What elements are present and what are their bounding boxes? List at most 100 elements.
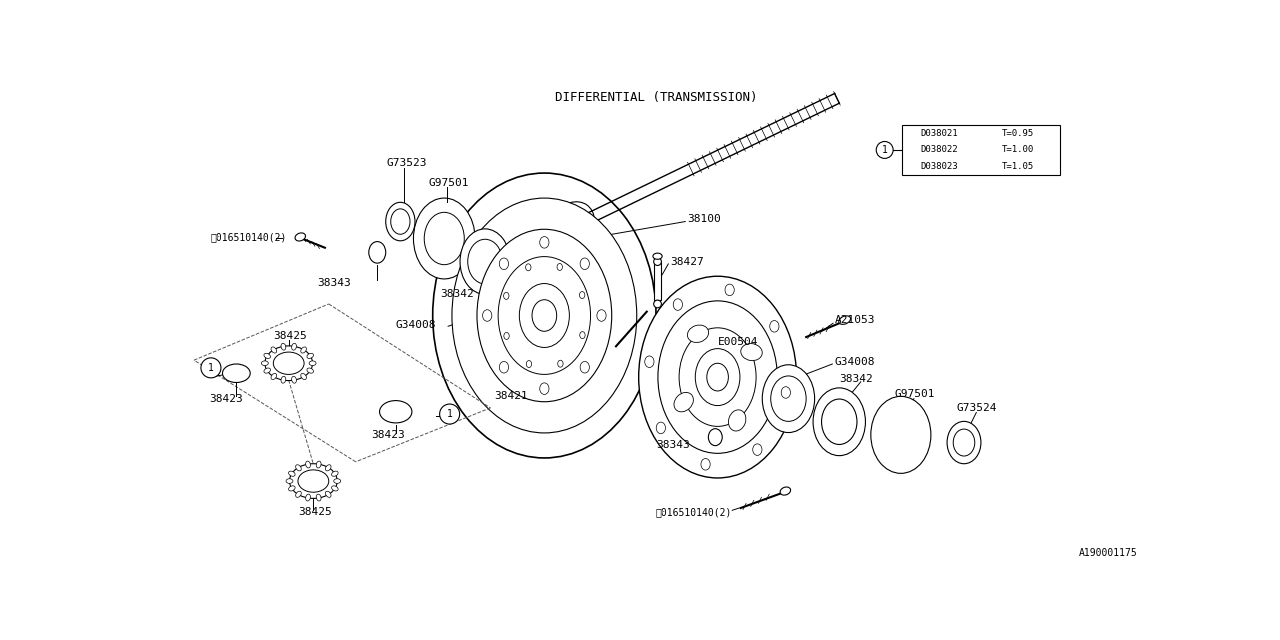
- Ellipse shape: [532, 300, 557, 332]
- Text: 38100: 38100: [687, 214, 721, 224]
- Circle shape: [201, 358, 221, 378]
- Text: 38427: 38427: [669, 257, 704, 267]
- Ellipse shape: [332, 471, 338, 476]
- Ellipse shape: [504, 333, 509, 339]
- Ellipse shape: [390, 209, 410, 234]
- Ellipse shape: [701, 458, 710, 470]
- Ellipse shape: [307, 353, 314, 358]
- Ellipse shape: [477, 229, 612, 402]
- Text: 38425: 38425: [298, 507, 332, 517]
- Ellipse shape: [763, 365, 814, 433]
- Ellipse shape: [306, 461, 311, 468]
- Ellipse shape: [596, 310, 607, 321]
- Ellipse shape: [223, 364, 250, 383]
- Ellipse shape: [870, 396, 931, 474]
- Ellipse shape: [580, 362, 589, 373]
- Ellipse shape: [947, 421, 980, 464]
- Ellipse shape: [296, 492, 301, 497]
- Bar: [902, 125, 1060, 175]
- Ellipse shape: [680, 328, 756, 426]
- Ellipse shape: [526, 264, 531, 271]
- Ellipse shape: [282, 376, 285, 383]
- Text: 38423: 38423: [210, 394, 243, 404]
- Ellipse shape: [580, 292, 585, 298]
- Ellipse shape: [285, 479, 293, 483]
- Text: 1: 1: [882, 145, 887, 155]
- Text: T=0.95: T=0.95: [1002, 129, 1034, 138]
- Ellipse shape: [781, 387, 791, 398]
- Ellipse shape: [580, 332, 585, 339]
- Ellipse shape: [499, 258, 508, 269]
- Ellipse shape: [288, 471, 296, 476]
- Ellipse shape: [540, 237, 549, 248]
- Ellipse shape: [265, 346, 312, 381]
- Ellipse shape: [452, 198, 636, 433]
- Ellipse shape: [261, 361, 269, 365]
- Ellipse shape: [288, 486, 296, 491]
- Text: 38423: 38423: [371, 430, 404, 440]
- Ellipse shape: [708, 429, 722, 445]
- Ellipse shape: [433, 173, 657, 458]
- Ellipse shape: [728, 410, 746, 431]
- Ellipse shape: [771, 376, 806, 421]
- Text: G97501: G97501: [895, 389, 936, 399]
- Ellipse shape: [308, 361, 316, 365]
- Ellipse shape: [325, 492, 332, 497]
- Ellipse shape: [558, 360, 563, 367]
- Ellipse shape: [271, 347, 276, 353]
- Ellipse shape: [332, 486, 338, 491]
- Ellipse shape: [385, 202, 415, 241]
- Ellipse shape: [639, 276, 796, 478]
- Circle shape: [654, 258, 662, 266]
- Circle shape: [654, 300, 662, 308]
- Ellipse shape: [557, 264, 562, 271]
- Ellipse shape: [467, 239, 502, 284]
- Ellipse shape: [695, 349, 740, 406]
- Ellipse shape: [316, 461, 321, 468]
- Text: 1: 1: [209, 363, 214, 373]
- Text: Ⓑ016510140(2): Ⓑ016510140(2): [211, 232, 287, 242]
- Bar: [654, 262, 662, 300]
- Text: G73523: G73523: [387, 158, 428, 168]
- Ellipse shape: [741, 344, 763, 360]
- Ellipse shape: [580, 258, 589, 269]
- Text: A21053: A21053: [835, 315, 876, 325]
- Text: D038023: D038023: [920, 163, 957, 172]
- Ellipse shape: [264, 368, 270, 373]
- Ellipse shape: [298, 470, 329, 492]
- Ellipse shape: [316, 494, 321, 501]
- Text: 38343: 38343: [317, 278, 351, 288]
- Ellipse shape: [294, 233, 306, 241]
- Ellipse shape: [645, 356, 654, 367]
- Ellipse shape: [838, 316, 850, 324]
- Ellipse shape: [460, 229, 511, 294]
- Ellipse shape: [271, 373, 276, 380]
- Ellipse shape: [306, 494, 311, 501]
- Ellipse shape: [675, 392, 694, 412]
- Ellipse shape: [264, 353, 270, 358]
- Circle shape: [439, 404, 460, 424]
- Ellipse shape: [499, 362, 508, 373]
- Text: 38421: 38421: [494, 391, 529, 401]
- Ellipse shape: [274, 352, 305, 374]
- Text: 38342: 38342: [840, 374, 873, 383]
- Text: T=1.00: T=1.00: [1002, 145, 1034, 154]
- Ellipse shape: [658, 301, 777, 453]
- Text: 38342: 38342: [440, 289, 474, 299]
- Ellipse shape: [520, 284, 570, 348]
- Ellipse shape: [307, 368, 314, 373]
- Text: T=1.05: T=1.05: [1002, 163, 1034, 172]
- Ellipse shape: [483, 310, 492, 321]
- Ellipse shape: [503, 292, 509, 300]
- Text: DIFFERENTIAL (TRANSMISSION): DIFFERENTIAL (TRANSMISSION): [554, 91, 758, 104]
- Ellipse shape: [673, 299, 682, 310]
- Text: A190001175: A190001175: [1079, 548, 1137, 558]
- Ellipse shape: [540, 383, 549, 394]
- Text: G73524: G73524: [956, 403, 997, 413]
- Text: 1: 1: [447, 409, 453, 419]
- Ellipse shape: [334, 479, 340, 483]
- Ellipse shape: [296, 465, 301, 471]
- Ellipse shape: [498, 257, 590, 374]
- Text: E00504: E00504: [718, 337, 758, 348]
- Ellipse shape: [954, 429, 975, 456]
